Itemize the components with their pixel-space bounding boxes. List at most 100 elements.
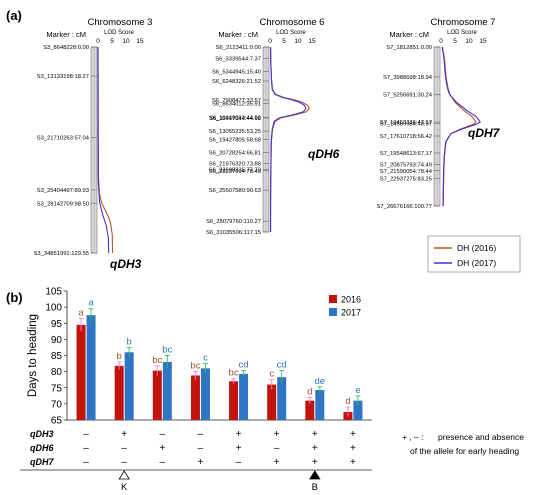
geno-row-label-qdh6: qDH6 [30,443,54,453]
sig-letter-2016-6: d [307,386,312,397]
bar-2017-3 [200,368,210,420]
sig-letter-2016-0: a [78,307,84,318]
marker-label-s6-6248326-21-52: S6_6248326:21.52 [212,79,261,85]
marker-label-s6-21976320-73-88: S6_21976320:73.88 [209,162,261,168]
lod-tick-0: 0 [96,38,100,45]
geno-sign-qdh7-1: – [121,457,127,468]
marker-label-s3-28142709-98-50: S3_28142709:98.50 [37,202,89,208]
bar-2017-6 [315,390,325,420]
marker-label-s7-10453336-47-57: S7_10453336:47.57 [380,120,432,126]
marker-label-s7-21590054-78-44: S7_21590054:78.44 [380,169,433,175]
marker-label-s3-34851991-129-55: S3_34851991:129.55 [34,251,89,257]
lod-tick-10: 10 [294,38,302,45]
geno-sign-qdh7-5: + [274,457,280,468]
geno-sign-qdh7-6: + [312,457,318,468]
sig-letter-2016-1: b [117,351,122,362]
y-tick-label-100: 100 [45,303,62,314]
bar-2016-5 [267,384,277,420]
lod-tick-15: 15 [136,38,144,45]
cultivar-label-k: K [121,482,128,493]
cultivar-triangle-k [118,470,130,480]
bar-2017-0 [86,315,96,420]
bar-2016-3 [190,375,200,420]
geno-row-label-qdh7: qDH7 [30,457,54,467]
sign-key: + , – : [402,432,424,442]
y-tick-label-75: 75 [51,383,63,394]
bar-2017-7 [353,400,363,420]
marker-label-s7-3988698-18-94: S7_3988698:18.94 [383,75,433,81]
legend-label-2017-bar: 2017 [341,308,361,318]
panel-b-label: (b) [6,290,23,305]
chromosome-title: Chromosome 3 [88,17,153,28]
geno-sign-qdh6-7: + [350,443,356,454]
legend-label-2016: DH (2016) [457,243,496,253]
lod-tick-0: 0 [439,38,443,45]
lod-axis-label: LOD Score [447,30,477,36]
geno-sign-qdh3-6: + [312,429,318,440]
marker-label-s7-5256691-30-24: S7_5256691:30.24 [383,93,433,99]
geno-sign-qdh6-3: – [198,443,204,454]
marker-label-s3-21710263-57-04: S3_21710263:57.04 [37,136,90,142]
geno-sign-qdh3-5: + [274,429,280,440]
legend-swatch-2017-bar [329,308,337,316]
y-tick-label-65: 65 [51,416,63,427]
marker-label-s6-7908477-33-57: S6_7908477:33.57 [212,98,261,104]
chromosome-title: Chromosome 6 [260,17,325,28]
y-tick-label-105: 105 [45,287,62,298]
sig-letter-2017-1: b [127,336,132,347]
lod-curve-dh-2017 [270,46,307,232]
marker-label-s6-22698235-77-73: S6_22698235:77.73 [209,168,261,174]
bar-2016-2 [152,370,162,420]
lod-tick-5: 5 [110,38,114,45]
bar-2017-1 [124,352,134,420]
marker-axis-label: Marker : cM [389,30,429,39]
geno-sign-qdh6-0: – [83,443,89,454]
lod-tick-5: 5 [282,38,286,45]
geno-sign-qdh3-2: – [160,429,166,440]
chromosome-title: Chromosome 7 [431,17,496,28]
y-tick-label-70: 70 [51,399,63,410]
bar-2017-5 [277,377,287,420]
cultivar-label-b: B [312,482,318,493]
marker-label-s6-20728254-66-81: S6_20728254:66.81 [209,151,261,157]
marker-label-s7-20875793-74-49: S7_20875793:74.49 [380,163,432,169]
lod-axis-label: LOD Score [276,30,306,36]
y-axis-label: Days to heading [27,314,39,397]
marker-label-s7-22937275-83-25: S7_22937275:83.25 [380,176,432,182]
lod-legend: DH (2016) DH (2017) [427,235,521,273]
marker-label-s3-13133198-18-27: S3_13133198:18.27 [37,74,89,80]
lod-tick-10: 10 [465,38,473,45]
marker-label-s7-17610718-56-42: S7_17610718:56.42 [380,134,432,140]
marker-axis-label: Marker : cM [218,30,258,39]
sign-note-line1: presence and absence [438,432,524,442]
marker-label-s6-25507580-90-63: S6_25507580:90.63 [209,188,261,194]
marker-label-s6-11017344-44-98: S6_11017344:44.98 [209,116,261,122]
marker-label-s7-1812851-0-00: S7_1812851:0.00 [386,45,432,51]
sig-letter-2017-3: c [203,353,208,364]
qtl-label-qdh3: qDH3 [110,257,142,271]
bar-2017-4 [239,373,249,420]
marker-label-s6-8634012-35-91: S6_8634012:35.91 [212,102,261,108]
marker-label-s7-14589984-48-37: S7_14589984:48.37 [380,121,432,127]
panel-a-label: (a) [6,8,22,23]
bar-2016-4 [229,381,239,420]
sig-letter-2017-7: e [355,385,360,396]
geno-row-label-qdh3: qDH3 [30,429,54,439]
legend-box [427,235,521,273]
marker-label-s6-28079760-110-27: S6_28079760:110.27 [206,219,261,225]
qtl-label-qdh7: qDH7 [468,126,501,140]
marker-label-s6-5344945-15-40: S6_5344945:15.40 [212,69,261,75]
bar-2016-1 [114,365,124,420]
qtl-label-qdh6: qDH6 [308,147,340,161]
geno-sign-qdh7-7: + [350,457,356,468]
lod-tick-0: 0 [268,38,272,45]
bar-2017-2 [162,361,172,420]
lod-curve-dh-2016 [270,46,310,232]
geno-sign-qdh7-0: – [83,457,89,468]
cultivar-triangle-b [309,470,321,480]
marker-label-s7-26676166-100-77: S7_26676166:100.77 [377,204,432,210]
geno-sign-qdh3-0: – [83,429,89,440]
marker-label-s3-8648228-0-00: S3_8648228:0.00 [43,45,89,51]
